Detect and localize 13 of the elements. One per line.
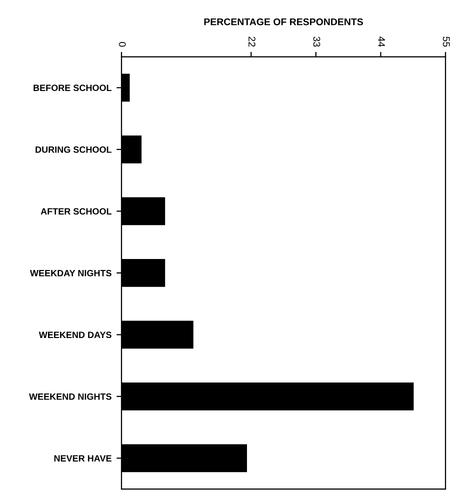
- x-tick-label: 33: [313, 36, 320, 47]
- y-tick-label: WEEKEND DAYS: [38, 332, 112, 338]
- y-tick-label: NEVER HAVE: [54, 455, 112, 462]
- x-tick-label: 22: [248, 36, 256, 47]
- y-tick-label: AFTER SCHOOL: [40, 208, 112, 215]
- x-tick-label: 55: [442, 36, 450, 47]
- y-tick-label: BEFORE SCHOOL: [34, 84, 112, 92]
- y-tick-label: WEEKEND NIGHTS: [29, 393, 112, 400]
- x-tick-label: 0: [118, 42, 126, 47]
- x-tick-label: 44: [378, 36, 385, 47]
- x-axis-title: PERCENTAGE OF RESPONDENTS: [204, 18, 363, 26]
- y-tick-label: DURING SCHOOL: [36, 146, 112, 153]
- y-tick-label: WEEKDAY NIGHTS: [30, 270, 112, 276]
